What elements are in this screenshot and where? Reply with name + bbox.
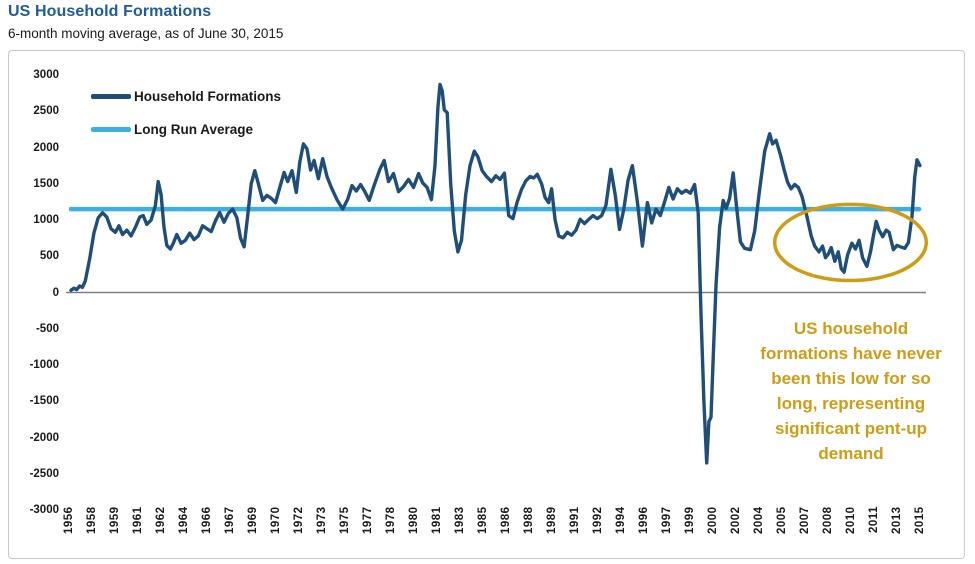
x-tick-label: 2007 xyxy=(799,506,811,534)
page-subtitle: 6-month moving average, as of June 30, 2… xyxy=(8,26,284,41)
x-tick-label: 1973 xyxy=(316,506,328,534)
x-tick-label: 1991 xyxy=(569,506,581,534)
x-tick-label: 1994 xyxy=(615,506,627,534)
chart-frame: 3000 2500 2000 1500 1000 500 0 -500 -1000 -1500 -2… xyxy=(8,50,965,559)
y-tick-label: -1000 xyxy=(29,359,59,371)
legend-label: Long Run Average xyxy=(134,121,254,137)
page-title: US Household Formations xyxy=(8,3,212,20)
x-tick-label: 1958 xyxy=(86,506,98,534)
y-tick-label: 500 xyxy=(39,250,59,263)
x-tick-label: 1996 xyxy=(638,506,650,534)
legend: Household Formations Long Run Average xyxy=(91,87,281,153)
x-tick-label: 1977 xyxy=(362,506,374,534)
x-tick-label: 1980 xyxy=(408,506,420,534)
y-tick-label: -1500 xyxy=(29,395,59,408)
legend-label: Household Formations xyxy=(134,88,282,104)
x-tick-label: 2004 xyxy=(753,506,765,534)
x-tick-label: 1962 xyxy=(155,506,167,534)
x-tick-label: 2000 xyxy=(707,506,719,534)
x-tick-label: 2008 xyxy=(822,506,834,534)
y-tick-label: -2000 xyxy=(29,431,59,444)
y-tick-label: 2000 xyxy=(33,141,59,154)
x-tick-label: 1988 xyxy=(523,506,535,534)
x-tick-label: 1959 xyxy=(109,506,121,534)
y-tick-label: 1500 xyxy=(33,177,59,190)
x-tick-label: 1964 xyxy=(178,506,190,534)
x-tick-label: 2011 xyxy=(868,506,880,533)
x-tick-label: 1966 xyxy=(201,506,213,534)
x-tick-label: 1986 xyxy=(500,506,512,534)
x-tick-label: 2005 xyxy=(776,506,788,534)
x-tick-label: 2015 xyxy=(914,506,926,534)
x-tick-label: 1961 xyxy=(132,506,144,534)
legend-item-household-formations: Household Formations xyxy=(91,87,281,105)
y-tick-label: -3000 xyxy=(29,504,59,516)
y-tick-label: 1000 xyxy=(33,214,59,226)
x-tick-label: 1972 xyxy=(293,506,305,534)
pent-up-demand-annotation: US household formations have never been … xyxy=(760,319,942,463)
household-formations-line xyxy=(69,82,922,465)
y-tick-label: 3000 xyxy=(33,69,59,81)
x-tick-label: 1985 xyxy=(477,506,489,534)
x-tick-label: 1989 xyxy=(546,506,558,534)
x-tick-label: 2002 xyxy=(730,506,742,534)
highlight-ellipse xyxy=(772,202,929,283)
legend-item-long-run-average: Long Run Average xyxy=(91,120,281,138)
x-tick-label: 1970 xyxy=(270,506,282,534)
x-tick-label: 1981 xyxy=(431,506,443,534)
long-run-average-line-swatch xyxy=(91,126,131,132)
household-formations-line-swatch xyxy=(91,93,131,99)
x-tick-label: 1978 xyxy=(385,506,397,534)
x-tick-label: 1967 xyxy=(224,506,236,534)
x-tick-label: 1969 xyxy=(247,506,259,534)
x-tick-label: 1992 xyxy=(592,506,604,534)
x-tick-label: 1956 xyxy=(63,506,75,534)
y-tick-label: -2500 xyxy=(29,467,59,480)
household-formations-chart xyxy=(66,82,929,465)
y-tick-label: 2500 xyxy=(33,105,59,118)
y-tick-label: 0 xyxy=(52,286,59,299)
x-tick-label: 1983 xyxy=(454,506,466,534)
x-tick-label: 2010 xyxy=(845,506,857,534)
y-tick-label: -500 xyxy=(35,322,59,335)
x-tick-label: 1997 xyxy=(661,506,673,534)
x-tick-label: 1975 xyxy=(339,506,351,534)
x-tick-label: 2013 xyxy=(891,506,903,534)
x-tick-label: 1999 xyxy=(684,506,696,534)
